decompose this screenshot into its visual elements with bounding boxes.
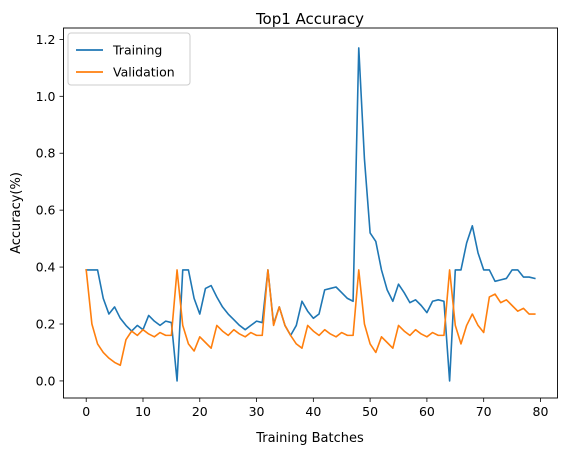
legend-label-validation: Validation [113,65,175,80]
plot-area: 0 10 20 30 40 50 60 70 80 0.0 0.2 0.4 0.6 0.8 1.0 1.2 [36,27,558,419]
plot-frame [63,27,558,399]
x-tick-label: 80 [533,404,549,419]
x-tick-label: 70 [476,404,492,419]
y-axis-label: Accuracy(%) [9,172,24,254]
x-tick-label: 20 [192,404,208,419]
x-axis-label: Training Batches [255,431,364,446]
x-tick-label: 60 [419,404,435,419]
legend-label-training: Training [112,43,162,58]
y-tick-label: 1.0 [36,89,56,104]
chart-title: Top1 Accuracy [255,10,364,28]
y-tick-label: 0.2 [36,317,56,332]
x-tick-label: 50 [362,404,378,419]
series-line-validation [85,269,536,367]
y-tick-label: 0.0 [36,373,56,388]
series-line-training [85,47,536,382]
x-tick-label: 10 [135,404,151,419]
x-tick-label: 30 [249,404,265,419]
y-tick-label: 0.4 [36,260,56,275]
x-tick-label: 40 [305,404,321,419]
y-tick-label: 0.6 [36,203,56,218]
x-axis-ticks: 0 10 20 30 40 50 60 70 80 [82,398,548,419]
y-axis-ticks: 0.0 0.2 0.4 0.6 0.8 1.0 1.2 [36,32,64,388]
x-tick-label: 0 [82,404,90,419]
series-layer [85,47,536,382]
y-tick-label: 1.2 [36,32,56,47]
legend: Training Validation [67,32,191,86]
y-tick-label: 0.8 [36,146,56,161]
